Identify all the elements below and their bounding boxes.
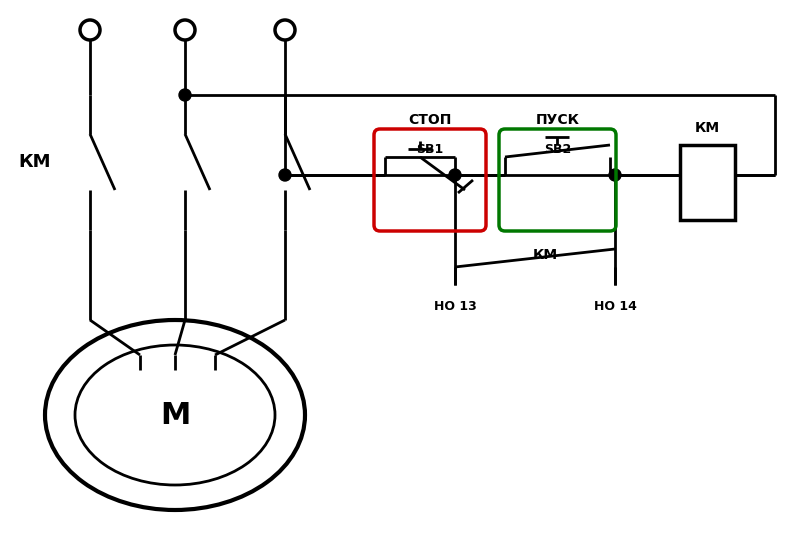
Text: КМ: КМ	[533, 248, 558, 262]
Text: SB2: SB2	[544, 143, 571, 156]
Text: НО 14: НО 14	[594, 300, 637, 313]
Text: КМ: КМ	[18, 153, 51, 171]
Bar	[680, 145, 735, 220]
Text: НО 13: НО 13	[434, 300, 476, 313]
Text: М: М	[160, 400, 190, 429]
Text: SB1: SB1	[416, 143, 444, 156]
Text: СТОП: СТОП	[408, 113, 452, 127]
Circle shape	[179, 89, 191, 101]
Circle shape	[609, 169, 621, 181]
Text: ПУСК: ПУСК	[535, 113, 579, 127]
Text: КМ: КМ	[695, 121, 720, 135]
Circle shape	[279, 169, 291, 181]
Circle shape	[449, 169, 461, 181]
